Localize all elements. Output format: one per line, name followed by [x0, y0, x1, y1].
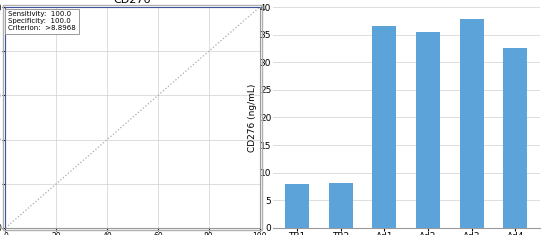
- Bar: [285, 184, 309, 228]
- Text: Sensitivity:  100.0
Specificity:  100.0
Criterion:  >8.8968: Sensitivity: 100.0 Specificity: 100.0 Cr…: [8, 12, 76, 31]
- Bar: [329, 183, 353, 228]
- Bar: [504, 48, 528, 228]
- Bar: [416, 32, 440, 228]
- Bar: [372, 26, 396, 228]
- Bar: [459, 19, 484, 228]
- Y-axis label: CD276 (ng/mL): CD276 (ng/mL): [248, 83, 257, 152]
- Title: CD276: CD276: [114, 0, 152, 5]
